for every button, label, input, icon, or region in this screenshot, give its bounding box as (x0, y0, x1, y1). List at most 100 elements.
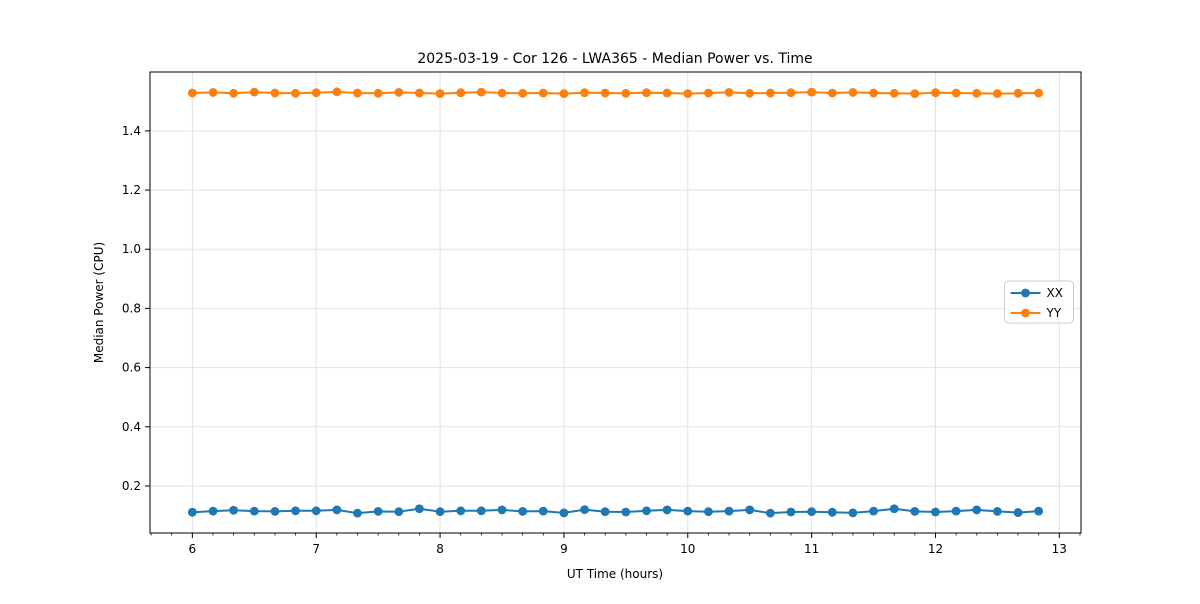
y-tick-label: 0.2 (122, 479, 141, 493)
data-series (187, 87, 1044, 518)
data-point (889, 504, 899, 514)
x-tick-label: 8 (436, 542, 444, 556)
data-point (951, 88, 961, 98)
data-point (662, 88, 672, 98)
data-point (704, 507, 713, 517)
series-xx (187, 504, 1044, 518)
data-point (332, 87, 342, 97)
data-point (456, 88, 466, 98)
data-point (229, 505, 239, 515)
data-point (1034, 88, 1044, 98)
data-point (249, 87, 259, 97)
data-point (187, 88, 197, 98)
data-point (745, 88, 755, 98)
data-point (1013, 88, 1023, 98)
data-point (931, 88, 940, 98)
data-point (972, 505, 982, 515)
x-tick-label: 12 (928, 542, 943, 556)
data-point (724, 506, 734, 516)
data-point (683, 89, 693, 99)
series-yy (187, 87, 1044, 99)
data-point (456, 506, 466, 516)
data-point (373, 506, 383, 516)
data-point (992, 506, 1002, 516)
data-point (332, 505, 342, 515)
y-tick-label: 1.2 (122, 183, 141, 197)
data-point (208, 506, 218, 516)
y-axis-label: Median Power (CPU) (92, 242, 106, 363)
data-point (848, 508, 858, 518)
legend-box (1004, 280, 1074, 324)
x-tick-label: 9 (560, 542, 568, 556)
legend: XX YY (1004, 280, 1074, 324)
data-point (580, 88, 589, 98)
data-point (704, 88, 713, 98)
data-point (910, 506, 920, 516)
data-point (869, 506, 878, 516)
data-point (807, 507, 817, 517)
data-point (642, 506, 651, 516)
x-tick-label: 6 (189, 542, 197, 556)
data-point (373, 88, 383, 98)
data-point (559, 89, 569, 99)
data-point (270, 88, 280, 98)
data-point (291, 88, 300, 98)
data-point (249, 506, 259, 516)
data-point (497, 88, 507, 98)
data-point (476, 87, 486, 97)
data-point (311, 506, 321, 516)
x-tick-label: 7 (312, 542, 320, 556)
data-point (807, 87, 817, 97)
data-point (662, 505, 672, 515)
data-point (291, 506, 300, 516)
data-point (414, 88, 424, 98)
x-tick-label: 13 (1052, 542, 1067, 556)
data-point (559, 508, 569, 518)
data-point (1034, 506, 1044, 516)
legend-marker (1021, 288, 1030, 298)
data-point (476, 506, 486, 516)
data-point (765, 508, 775, 518)
data-point (580, 505, 589, 515)
data-point (538, 88, 548, 98)
x-axis-label: UT Time (hours) (567, 567, 663, 581)
data-point (724, 88, 734, 97)
data-point (311, 88, 321, 98)
axis-ticks: 6 7 8 9 10 11 12 13 0.2 0.4 0.6 0.8 1.0 1.2 1.4 (122, 124, 1081, 556)
y-tick-label: 0.8 (122, 301, 141, 315)
data-point (600, 88, 610, 98)
data-point (600, 507, 610, 517)
data-point (621, 88, 631, 98)
legend-item-xx: XX (1010, 286, 1063, 300)
data-point (992, 89, 1002, 99)
data-point (270, 506, 280, 516)
data-point (353, 508, 362, 518)
y-tick-label: 0.6 (122, 361, 141, 375)
data-point (931, 507, 940, 517)
data-point (621, 507, 631, 517)
data-point (786, 507, 796, 517)
data-point (414, 504, 424, 514)
x-tick-label: 11 (804, 542, 819, 556)
data-point (518, 506, 528, 516)
data-point (786, 88, 796, 98)
legend-marker (1021, 308, 1030, 318)
data-point (518, 88, 528, 98)
data-point (394, 88, 404, 97)
data-point (827, 507, 837, 517)
grid (150, 72, 1081, 533)
data-point (869, 88, 878, 98)
y-tick-label: 0.4 (122, 420, 141, 434)
y-tick-label: 1.4 (122, 124, 141, 138)
data-point (208, 88, 218, 97)
data-point (642, 88, 651, 98)
data-point (848, 88, 858, 97)
legend-label: YY (1046, 306, 1062, 320)
data-point (910, 89, 920, 99)
chart-title: 2025-03-19 - Cor 126 - LWA365 - Median P… (417, 51, 812, 67)
data-point (827, 88, 837, 98)
data-point (187, 507, 197, 517)
data-point (538, 506, 548, 516)
data-point (765, 88, 775, 98)
